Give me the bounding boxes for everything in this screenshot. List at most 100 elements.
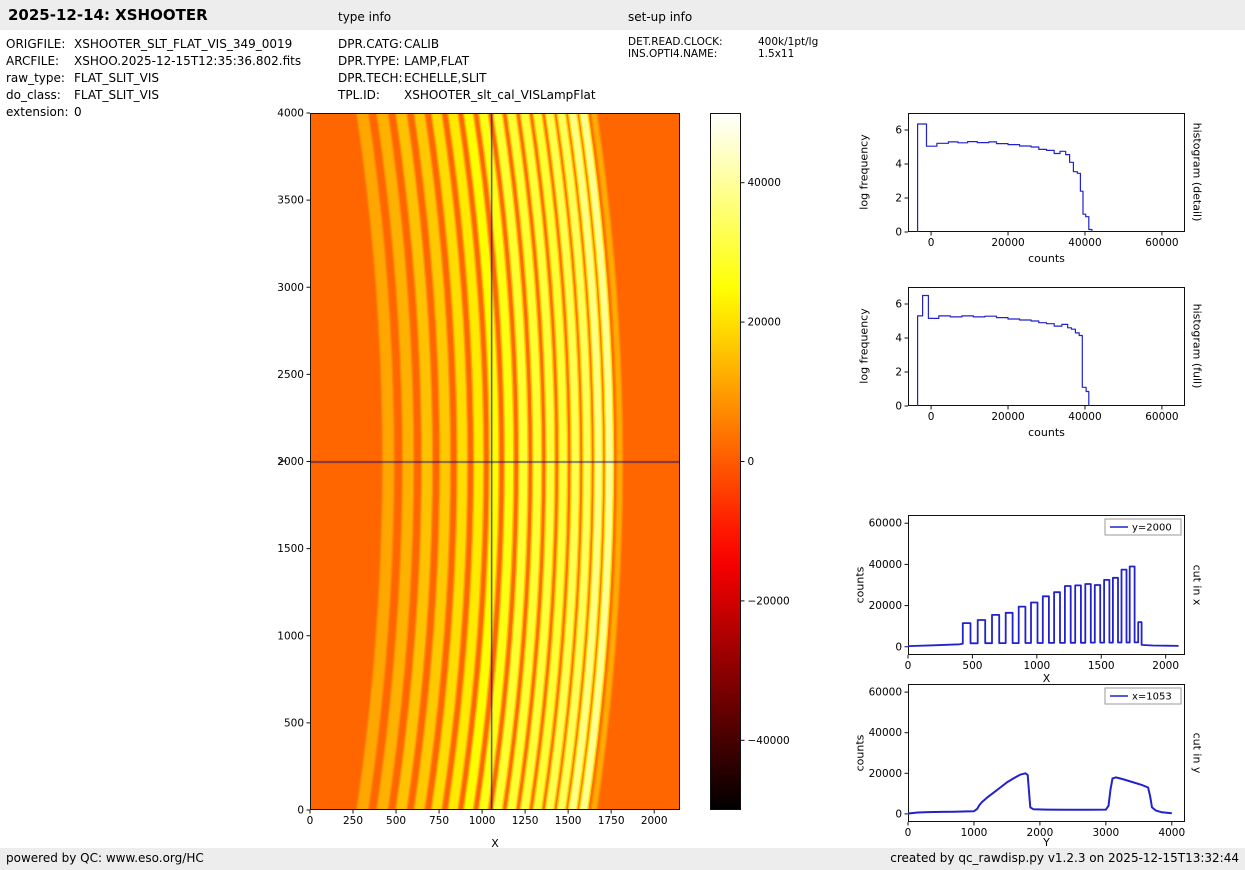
svg-text:2000: 2000 bbox=[277, 456, 304, 468]
svg-text:4: 4 bbox=[895, 159, 902, 171]
svg-text:60000: 60000 bbox=[869, 687, 902, 699]
svg-text:500: 500 bbox=[284, 717, 304, 729]
svg-text:2: 2 bbox=[895, 367, 902, 379]
meta-value: XSHOO.2025-12-15T12:35:36.802.fits bbox=[74, 54, 302, 68]
footer-bar: powered by QC: www.eso.org/HC created by… bbox=[0, 848, 1245, 870]
svg-text:1000: 1000 bbox=[277, 630, 304, 642]
setup-info-heading: set-up info bbox=[628, 10, 693, 24]
meta-row: DPR.CATG: CALIB bbox=[338, 36, 596, 53]
meta-row: DPR.TECH: ECHELLE,SLIT bbox=[338, 70, 596, 87]
meta-label: DPR.TECH: bbox=[338, 71, 403, 85]
y-axis-label-hist-full: log frequency bbox=[857, 308, 871, 384]
x-axis-label-cut-y: Y bbox=[1043, 836, 1050, 849]
meta-row: TPL.ID: XSHOOTER_slt_cal_VISLampFlat bbox=[338, 87, 596, 104]
svg-text:1500: 1500 bbox=[555, 815, 582, 827]
meta-value: 1.5x11 bbox=[758, 48, 795, 60]
meta-value: LAMP,FLAT bbox=[404, 54, 470, 68]
colorbar: 40000 20000 0 −20000 −40000 bbox=[710, 113, 790, 810]
cut-in-x-plot: 0 500 1000 1500 2000 0 20000 40000 60000 y=2000 bbox=[869, 515, 1185, 672]
side-label-hist-full: histogram (full) bbox=[1190, 303, 1204, 389]
svg-text:2: 2 bbox=[895, 193, 902, 205]
meta-row: INS.OPTI4.NAME: 1.5x11 bbox=[628, 48, 818, 60]
svg-text:20000: 20000 bbox=[748, 317, 781, 329]
footer-left-text: powered by QC: www.eso.org/HC bbox=[6, 851, 204, 865]
meta-row: ARCFILE: XSHOO.2025-12-15T12:35:36.802.fi… bbox=[6, 53, 301, 70]
meta-value: 0 bbox=[74, 105, 82, 119]
y-axis-label-cut-y: counts bbox=[853, 734, 867, 772]
meta-label: raw_type: bbox=[6, 71, 65, 85]
svg-text:500: 500 bbox=[962, 660, 982, 672]
svg-text:0: 0 bbox=[895, 641, 902, 653]
x-axis-label-cut-x: X bbox=[1042, 672, 1051, 685]
meta-value: ECHELLE,SLIT bbox=[404, 71, 487, 85]
svg-text:60000: 60000 bbox=[869, 518, 902, 530]
meta-label: DPR.CATG: bbox=[338, 37, 403, 51]
colorbar-gradient bbox=[710, 113, 741, 810]
meta-row: extension: 0 bbox=[6, 104, 301, 121]
svg-text:60000: 60000 bbox=[1145, 237, 1178, 249]
svg-text:500: 500 bbox=[386, 815, 406, 827]
meta-row: raw_type: FLAT_SLIT_VIS bbox=[6, 70, 301, 87]
svg-text:4: 4 bbox=[895, 333, 902, 345]
svg-text:250: 250 bbox=[343, 815, 363, 827]
meta-label: DET.READ.CLOCK: bbox=[628, 36, 723, 48]
footer-right-text: created by qc_rawdisp.py v1.2.3 on 2025-… bbox=[890, 851, 1239, 865]
meta-label: extension: bbox=[6, 105, 69, 119]
svg-text:0: 0 bbox=[307, 815, 314, 827]
svg-text:1500: 1500 bbox=[277, 543, 304, 555]
raw-image-canvas bbox=[310, 113, 680, 810]
svg-text:3000: 3000 bbox=[1092, 827, 1119, 839]
svg-text:20000: 20000 bbox=[991, 411, 1024, 423]
svg-text:0: 0 bbox=[895, 401, 902, 413]
svg-text:0: 0 bbox=[895, 227, 902, 239]
y-axis-label-image: Y bbox=[276, 457, 290, 465]
meta-value: FLAT_SLIT_VIS bbox=[74, 71, 160, 85]
meta-label: ORIGFILE: bbox=[6, 37, 66, 51]
x-axis-label-hist-detail: counts bbox=[1028, 252, 1065, 265]
y-axis-label-cut-x: counts bbox=[853, 566, 867, 604]
svg-text:0: 0 bbox=[905, 827, 912, 839]
meta-row: do_class: FLAT_SLIT_VIS bbox=[6, 87, 301, 104]
svg-text:−40000: −40000 bbox=[748, 735, 790, 747]
svg-text:20000: 20000 bbox=[991, 237, 1024, 249]
svg-text:2000: 2000 bbox=[1152, 660, 1179, 672]
meta-row: ORIGFILE: XSHOOTER_SLT_FLAT_VIS_349_0019 bbox=[6, 36, 301, 53]
svg-text:6: 6 bbox=[895, 125, 902, 137]
cut-in-y-plot: 0 1000 2000 3000 4000 0 20000 40000 60000 x=1053 bbox=[869, 684, 1185, 839]
svg-text:−20000: −20000 bbox=[748, 595, 790, 607]
svg-text:20000: 20000 bbox=[869, 600, 902, 612]
x-axis-label-hist-full: counts bbox=[1028, 426, 1065, 439]
svg-text:0: 0 bbox=[895, 808, 902, 820]
svg-text:1250: 1250 bbox=[512, 815, 539, 827]
meta-row: DET.READ.CLOCK: 400k/1pt/lg bbox=[628, 36, 818, 48]
histogram-detail-plot: 0 20000 40000 60000 0 2 4 6 bbox=[895, 113, 1185, 249]
svg-text:3500: 3500 bbox=[277, 195, 304, 207]
type-info-block: DPR.CATG: CALIB DPR.TYPE: LAMP,FLAT DPR.TE… bbox=[338, 36, 596, 104]
header-bar: 2025-12-14: XSHOOTER type info set-up in… bbox=[0, 0, 1245, 30]
svg-text:40000: 40000 bbox=[1068, 237, 1101, 249]
svg-text:0: 0 bbox=[905, 660, 912, 672]
svg-text:2000: 2000 bbox=[641, 815, 668, 827]
meta-value: CALIB bbox=[404, 37, 440, 51]
svg-text:1500: 1500 bbox=[1088, 660, 1115, 672]
svg-text:1000: 1000 bbox=[1023, 660, 1050, 672]
svg-text:2500: 2500 bbox=[277, 369, 304, 381]
svg-text:40000: 40000 bbox=[869, 559, 902, 571]
svg-text:1750: 1750 bbox=[598, 815, 625, 827]
side-label-cut-y: cut in y bbox=[1190, 732, 1204, 774]
meta-label: TPL.ID: bbox=[338, 88, 380, 102]
setup-info-block: DET.READ.CLOCK: 400k/1pt/lg INS.OPTI4.NAM… bbox=[628, 36, 818, 60]
type-info-heading: type info bbox=[338, 10, 392, 24]
meta-label: INS.OPTI4.NAME: bbox=[628, 48, 718, 60]
raw-image-plot: 0 250 500 750 1000 1250 1500 1750 2000 0 500 1000 15… bbox=[277, 108, 680, 827]
svg-text:x=1053: x=1053 bbox=[1132, 692, 1172, 703]
histogram-full-plot: 0 20000 40000 60000 0 2 4 6 bbox=[895, 287, 1185, 423]
svg-text:4000: 4000 bbox=[1158, 827, 1185, 839]
side-label-hist-detail: histogram (detail) bbox=[1190, 122, 1204, 222]
svg-text:y=2000: y=2000 bbox=[1132, 523, 1172, 534]
svg-text:60000: 60000 bbox=[1145, 411, 1178, 423]
side-label-cut-x: cut in x bbox=[1190, 564, 1204, 606]
svg-text:6: 6 bbox=[895, 299, 902, 311]
file-info-block: ORIGFILE: XSHOOTER_SLT_FLAT_VIS_349_0019 … bbox=[6, 36, 301, 121]
meta-value: FLAT_SLIT_VIS bbox=[74, 88, 160, 102]
